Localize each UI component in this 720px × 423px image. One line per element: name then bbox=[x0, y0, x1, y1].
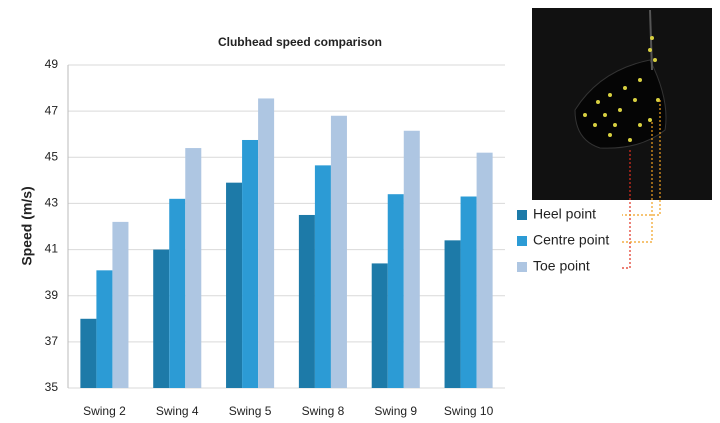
bar bbox=[477, 153, 493, 388]
y-axis-label: Speed (m/s) bbox=[19, 186, 35, 265]
bar bbox=[372, 263, 388, 388]
x-tick-label: Swing 9 bbox=[374, 404, 417, 418]
y-tick-label: 35 bbox=[45, 380, 59, 394]
bar bbox=[299, 215, 315, 388]
bar bbox=[112, 222, 128, 388]
bar bbox=[258, 98, 274, 388]
chart-title: Clubhead speed comparison bbox=[218, 35, 382, 49]
legend-swatch bbox=[517, 210, 527, 220]
legend-label: Toe point bbox=[533, 258, 590, 274]
y-tick-label: 39 bbox=[45, 288, 59, 302]
bar bbox=[404, 131, 420, 388]
legend-label: Centre point bbox=[533, 232, 609, 248]
bar bbox=[153, 250, 169, 388]
x-tick-label: Swing 4 bbox=[156, 404, 199, 418]
bar bbox=[315, 165, 331, 388]
x-tick-label: Swing 2 bbox=[83, 404, 126, 418]
chart: Clubhead speed comparison Speed (m/s) 35… bbox=[0, 0, 720, 423]
bar bbox=[388, 194, 404, 388]
y-tick-label: 45 bbox=[45, 149, 59, 163]
legend-label: Heel point bbox=[533, 206, 596, 222]
bar bbox=[96, 270, 112, 388]
y-tick-label: 49 bbox=[45, 57, 59, 71]
x-tick-label: Swing 10 bbox=[444, 404, 494, 418]
y-tick-label: 37 bbox=[45, 334, 59, 348]
legend-swatch bbox=[517, 236, 527, 246]
bar bbox=[242, 140, 258, 388]
y-tick-label: 43 bbox=[45, 196, 59, 210]
legend-swatch bbox=[517, 262, 527, 272]
y-tick-label: 47 bbox=[45, 103, 59, 117]
bar bbox=[445, 240, 461, 388]
bar bbox=[185, 148, 201, 388]
bar bbox=[169, 199, 185, 388]
x-tick-label: Swing 5 bbox=[229, 404, 272, 418]
bar bbox=[226, 183, 242, 388]
clubhead-photo bbox=[532, 8, 712, 268]
bar bbox=[80, 319, 96, 388]
bar bbox=[461, 197, 477, 388]
y-tick-label: 41 bbox=[45, 242, 59, 256]
bar bbox=[331, 116, 347, 388]
x-tick-label: Swing 8 bbox=[302, 404, 345, 418]
